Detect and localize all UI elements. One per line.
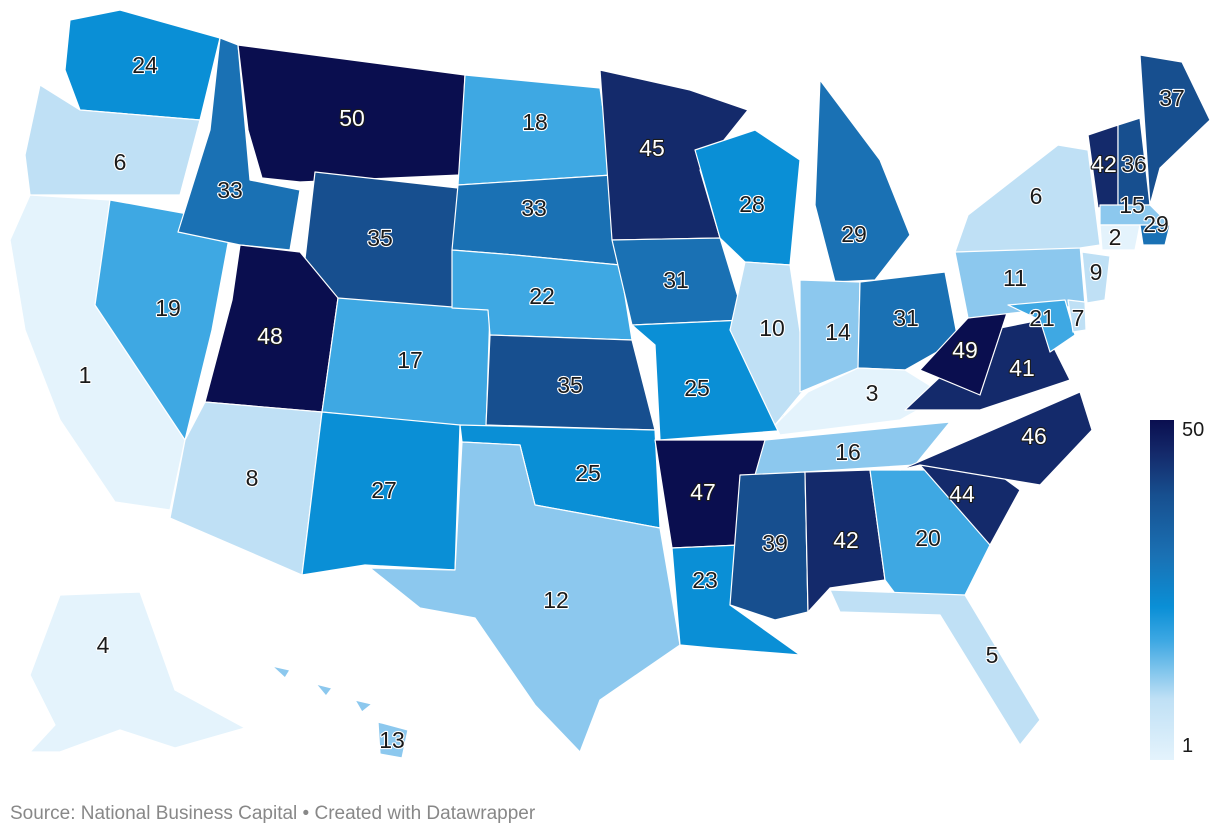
- state-rank-label-texas: 12: [543, 587, 569, 613]
- state-maine[interactable]: [1139, 54, 1211, 206]
- state-arizona[interactable]: [169, 401, 323, 576]
- state-rank-label-california: 1: [79, 362, 92, 388]
- state-rank-label-oklahoma: 25: [575, 460, 601, 486]
- state-rank-label-minnesota: 45: [639, 135, 665, 161]
- state-rank-label-montana: 50: [339, 105, 365, 131]
- state-mississippi[interactable]: [729, 471, 809, 621]
- state-rank-label-washington: 24: [132, 52, 158, 78]
- state-rank-label-virginia: 41: [1009, 355, 1035, 381]
- state-new-york[interactable]: [954, 144, 1101, 253]
- state-rank-label-ohio: 31: [893, 305, 919, 331]
- state-rank-label-mississippi: 39: [762, 530, 788, 556]
- state-oregon[interactable]: [24, 84, 201, 196]
- state-ohio[interactable]: [857, 271, 959, 371]
- state-idaho[interactable]: [177, 37, 301, 251]
- state-florida[interactable]: [829, 589, 1041, 746]
- state-rank-label-georgia: 20: [915, 525, 941, 551]
- state-rank-label-new-mexico: 27: [371, 477, 397, 503]
- state-north-carolina[interactable]: [899, 391, 1093, 486]
- state-hawaii[interactable]: [271, 665, 409, 759]
- state-rank-label-louisiana: 23: [692, 567, 718, 593]
- state-rank-label-florida: 5: [986, 642, 999, 668]
- color-legend: 50 1: [1150, 419, 1204, 760]
- state-rank-label-new-york: 6: [1030, 183, 1043, 209]
- state-rank-label-michigan: 29: [841, 221, 867, 247]
- state-rank-label-hawaii: 13: [379, 727, 405, 753]
- state-rank-label-alabama: 42: [833, 527, 859, 553]
- source-caption: Source: National Business Capital • Crea…: [10, 803, 536, 824]
- state-rank-label-north-carolina: 46: [1021, 423, 1047, 449]
- state-rank-label-illinois: 10: [759, 315, 785, 341]
- state-rank-label-arizona: 8: [246, 465, 259, 491]
- state-rank-label-kansas: 35: [557, 372, 583, 398]
- state-rank-label-utah: 48: [257, 323, 283, 349]
- state-rank-label-nevada: 19: [155, 295, 181, 321]
- state-rank-label-alaska: 4: [97, 632, 110, 658]
- legend-min-label: 1: [1182, 735, 1193, 757]
- state-rank-label-wisconsin: 28: [739, 191, 765, 217]
- state-rank-label-kentucky: 3: [866, 380, 879, 406]
- state-michigan[interactable]: [814, 79, 911, 283]
- state-rank-label-new-hampshire: 36: [1121, 151, 1147, 177]
- state-alabama[interactable]: [804, 469, 886, 613]
- legend-max-label: 50: [1182, 419, 1204, 441]
- state-rank-label-vermont: 42: [1091, 151, 1117, 177]
- state-connecticut[interactable]: [1099, 224, 1141, 251]
- state-rank-label-maine: 37: [1159, 85, 1185, 111]
- state-rank-label-tennessee: 16: [835, 439, 861, 465]
- state-rank-label-missouri: 25: [684, 375, 710, 401]
- state-rank-label-south-carolina: 44: [949, 481, 975, 507]
- state-rank-label-nebraska: 22: [529, 283, 555, 309]
- state-delaware[interactable]: [1067, 299, 1087, 333]
- state-alaska[interactable]: [29, 591, 246, 753]
- state-kentucky[interactable]: [774, 367, 946, 436]
- state-rank-label-colorado: 17: [397, 347, 423, 373]
- state-rank-label-arkansas: 47: [690, 479, 716, 505]
- state-maryland[interactable]: [1007, 299, 1076, 353]
- state-rank-label-wyoming: 35: [367, 225, 393, 251]
- state-rank-label-connecticut: 2: [1109, 224, 1122, 250]
- state-new-jersey[interactable]: [1081, 251, 1111, 304]
- state-illinois[interactable]: [729, 261, 809, 426]
- legend-gradient-bar: [1150, 420, 1174, 760]
- state-rank-label-oregon: 6: [114, 149, 127, 175]
- state-rank-label-iowa: 31: [663, 267, 689, 293]
- state-rank-label-pennsylvania: 11: [1003, 265, 1027, 291]
- state-rank-label-rhode-island: 29: [1143, 211, 1169, 237]
- state-rank-label-west-virginia: 49: [952, 337, 978, 363]
- state-rank-label-south-dakota: 33: [521, 195, 547, 221]
- state-new-mexico[interactable]: [301, 411, 461, 576]
- states-layer: [9, 9, 1211, 759]
- state-rank-label-maryland: 21: [1029, 305, 1055, 331]
- state-rank-label-delaware: 7: [1072, 305, 1085, 331]
- state-rhode-island[interactable]: [1139, 224, 1171, 246]
- state-texas[interactable]: [369, 441, 681, 753]
- state-rank-label-indiana: 14: [825, 319, 851, 345]
- state-rank-label-new-jersey: 9: [1090, 259, 1103, 285]
- state-rank-label-massachusetts: 15: [1119, 192, 1145, 218]
- state-rank-label-idaho: 33: [217, 177, 243, 203]
- state-rank-label-north-dakota: 18: [522, 109, 548, 135]
